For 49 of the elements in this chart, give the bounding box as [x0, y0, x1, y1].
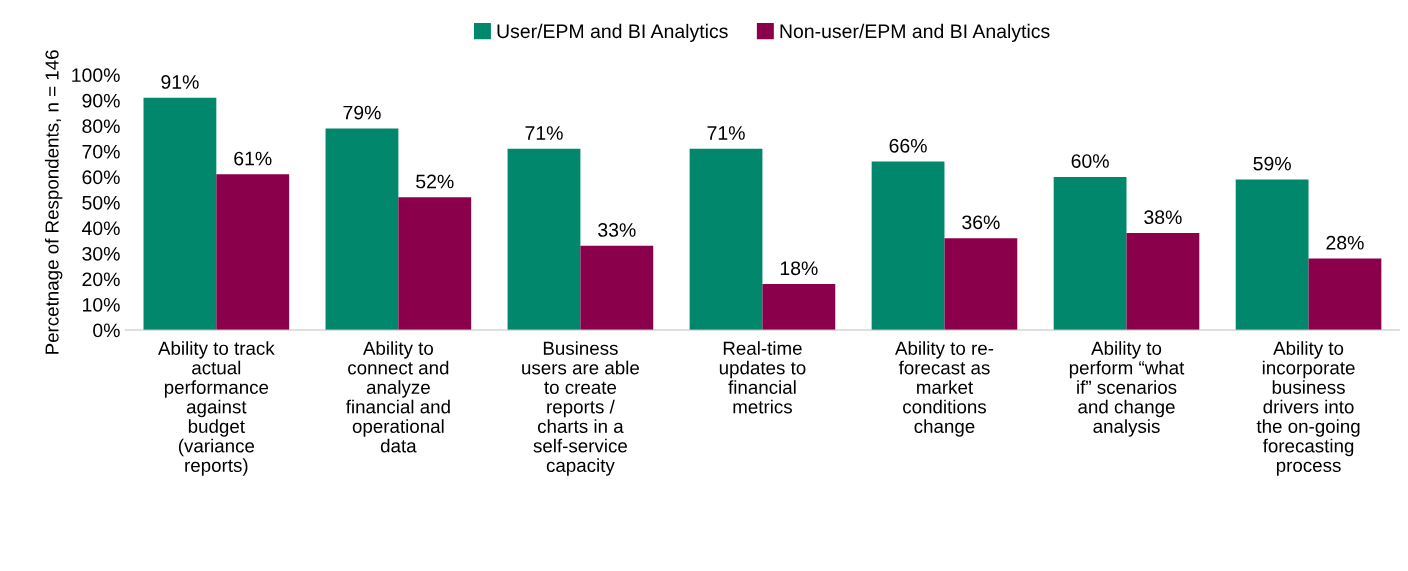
- legend-label: Non-user/EPM and BI Analytics: [780, 23, 1050, 42]
- data-label: 60%: [1071, 154, 1109, 168]
- bar: [507, 148, 581, 331]
- x-tick-label: Ability to connect and analyze financial and operational data: [345, 341, 450, 453]
- y-tick-label: 40%: [81, 221, 120, 236]
- data-label: 71%: [525, 126, 563, 140]
- bar: [580, 245, 654, 331]
- data-label: 66%: [889, 138, 927, 153]
- data-label: 28%: [1326, 235, 1364, 250]
- bar: [143, 97, 217, 331]
- bar: [871, 161, 945, 331]
- y-tick-label: 10%: [83, 297, 120, 312]
- data-label: 33%: [598, 223, 636, 237]
- data-label: 36%: [962, 215, 1000, 230]
- bar: [689, 148, 763, 331]
- data-label: 91%: [161, 75, 199, 89]
- bar: [1308, 258, 1382, 331]
- x-tick-label: Real-time updates to financial metrics: [719, 341, 806, 414]
- y-axis-title: Percetnage of Respondents, n = 146: [44, 50, 63, 354]
- bar: [1053, 176, 1127, 331]
- y-tick-label: 80%: [82, 119, 120, 134]
- x-tick-label: Ability to track actual performance against budget (variance reports): [158, 341, 275, 476]
- y-tick-label: 100%: [72, 68, 120, 83]
- bar: [944, 238, 1018, 331]
- data-label: 71%: [707, 126, 745, 140]
- bar: [398, 197, 472, 331]
- data-label: 38%: [1144, 210, 1182, 225]
- data-label: 79%: [343, 105, 381, 120]
- legend-label: User/EPM and BI Analytics: [497, 23, 728, 42]
- bar: [1126, 233, 1200, 331]
- x-tick-label: Business users are able to create reports / charts in a self-service capacity: [522, 341, 639, 476]
- y-tick-label: 50%: [82, 195, 120, 210]
- x-tick-label: Ability to re- forecast as market conditions change: [895, 341, 994, 437]
- y-tick-label: 70%: [82, 144, 120, 159]
- x-tick-label: Ability to incorporate business drivers into the on-going forecasting process: [1256, 341, 1360, 476]
- bar: [325, 128, 399, 331]
- data-label: 59%: [1253, 156, 1291, 171]
- bar: [1235, 179, 1309, 331]
- bar: [216, 174, 290, 331]
- data-label: 61%: [234, 151, 272, 166]
- y-tick-label: 30%: [82, 246, 120, 261]
- y-tick-label: 20%: [82, 272, 120, 287]
- x-tick-label: Ability to perform “what if” scenarios and change analysis: [1069, 341, 1185, 437]
- y-tick-label: 0%: [93, 323, 120, 338]
- y-tick-label: 60%: [82, 170, 120, 185]
- bar: [762, 284, 836, 331]
- y-tick-label: 90%: [82, 93, 120, 108]
- data-label: 52%: [416, 174, 454, 189]
- data-label: 18%: [780, 261, 818, 276]
